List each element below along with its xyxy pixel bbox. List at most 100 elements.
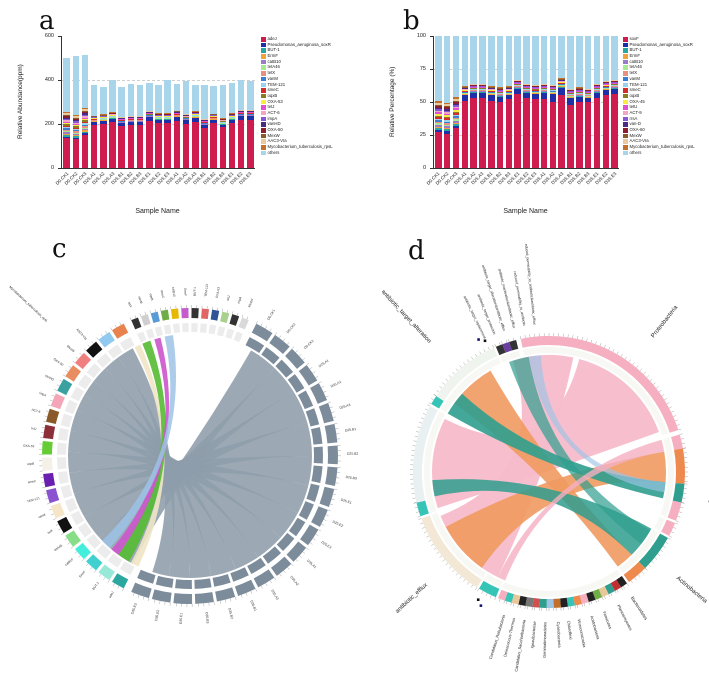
chord-sector-inner xyxy=(618,556,638,574)
tick-mark xyxy=(61,532,64,535)
chord-sector-inner xyxy=(275,359,294,378)
bar-segment-BUT-1 xyxy=(461,94,469,96)
chord-sector-inner xyxy=(595,578,604,588)
bar-segment-adeJ xyxy=(109,121,116,168)
bar-segment-Pseudomonas_aeruginosa_soxR xyxy=(443,131,451,134)
chord-sector xyxy=(65,530,81,547)
tick-mark xyxy=(321,523,325,526)
circos-label: D25.B3 xyxy=(345,475,357,481)
chord-sector-inner xyxy=(298,501,314,520)
legend-label: Mycobacterium_tuberculosis_rpsL xyxy=(629,144,695,150)
tick-mark xyxy=(442,559,445,562)
bar-segment-tetA46 xyxy=(72,132,80,134)
legend-label: Pseudomonas_aeruginosa_soxR xyxy=(629,41,693,47)
tick-mark xyxy=(431,543,434,546)
chord-sector-inner xyxy=(427,498,437,513)
chord-sector xyxy=(604,583,615,595)
tick-mark xyxy=(306,362,310,366)
bar-segment-ACT-9 xyxy=(532,87,539,89)
bar-D25.A3 xyxy=(109,80,116,168)
circos-label: Ignavibacteriae xyxy=(530,620,537,648)
tick-mark xyxy=(452,371,455,375)
y-tick-label: 400 xyxy=(44,77,54,83)
bar-D25.A2 xyxy=(470,36,477,168)
bar-D0.CK2 xyxy=(443,36,451,168)
bar-segment-ErmF xyxy=(479,91,486,93)
legend-swatch xyxy=(261,116,266,122)
bar-segment-tetU xyxy=(505,89,513,91)
circos-label: TEM-121 xyxy=(27,496,41,504)
chord-sector xyxy=(638,533,668,569)
chord-sector xyxy=(598,586,609,598)
bar-segment-oqxB xyxy=(479,88,486,89)
tick-mark xyxy=(144,311,146,315)
tick-mark xyxy=(524,605,526,609)
panel-label-d: d xyxy=(408,236,425,266)
tick-mark xyxy=(137,594,140,598)
legend-swatch xyxy=(261,93,266,99)
chord-sector xyxy=(553,598,561,608)
tick-mark xyxy=(105,331,107,334)
chord-sector-inner xyxy=(175,579,192,589)
legend-swatch xyxy=(261,65,266,70)
bar-segment-Pseudomonas_aeruginosa_soxR xyxy=(109,118,116,122)
legend-swatch xyxy=(623,133,628,139)
tick-mark xyxy=(588,602,590,605)
chord-sector-inner xyxy=(666,450,674,483)
bar-segment-ACT-6 xyxy=(72,122,80,124)
tick-mark xyxy=(332,493,336,495)
bar-segment-AAC3-VIa xyxy=(593,84,601,85)
bar-segment-others xyxy=(81,54,89,108)
legend-item: tetX xyxy=(623,71,695,76)
chord-sector-inner xyxy=(606,572,616,582)
bar-segment-BUT-1 xyxy=(505,94,513,96)
bar-segment-van-D xyxy=(470,85,477,87)
legend-label: TEM-121 xyxy=(629,81,648,87)
bar-D35.B2 xyxy=(210,85,217,168)
chord-sector-inner xyxy=(664,482,674,501)
bar-segment-others xyxy=(523,36,530,84)
chord-sector-inner xyxy=(60,413,73,428)
bar-segment-AAC3-VIa xyxy=(602,81,610,82)
tick-mark xyxy=(632,362,635,365)
bar-segment-van-D xyxy=(479,85,486,87)
bar-D25.B3 xyxy=(136,84,144,168)
bar-segment-others xyxy=(567,36,574,89)
chord-sector xyxy=(586,591,596,603)
bar-segment-ErmF xyxy=(452,122,460,125)
legend-label: AAC3-VIa xyxy=(629,138,649,144)
bar-segment-tetU xyxy=(532,88,539,89)
circos-label: BUT-1 xyxy=(193,287,197,296)
bar-D35.A3 xyxy=(192,84,199,168)
chord-sector-inner xyxy=(107,344,123,359)
bar-segment-Mycobacterium_tuberculosis_rpsL xyxy=(63,112,70,114)
tick-mark xyxy=(312,538,316,541)
tick-mark xyxy=(433,547,437,550)
tick-mark xyxy=(597,598,599,602)
bar-segment-others xyxy=(201,85,208,119)
chord-sector xyxy=(229,314,240,326)
bar-segment-soxF xyxy=(435,132,442,168)
chord-ribbon xyxy=(68,430,298,538)
tick-mark xyxy=(309,367,313,370)
bar-segment-Mycobacterium_tuberculosis_rpsL xyxy=(443,102,451,105)
bar-segment-TEM-121 xyxy=(584,94,592,95)
bar-segment-OXA-60 xyxy=(576,89,583,90)
legend-label: smeC xyxy=(629,87,641,93)
bar-segment-OXA-45 xyxy=(435,113,442,116)
bar-segment-oqxB xyxy=(576,92,583,93)
bar-segment-Mycobacterium_tuberculosis_rpsL xyxy=(558,78,565,79)
bar-segment-tetA46 xyxy=(435,123,442,126)
chord-sector xyxy=(43,424,56,440)
tick-mark xyxy=(117,585,120,589)
bar-segment-OXA-60 xyxy=(496,89,504,90)
bar-segment-BUT-1 xyxy=(584,97,592,99)
bar-segment-soxF xyxy=(452,128,460,168)
tick-mark xyxy=(44,415,48,417)
legend-item: tetX xyxy=(261,71,333,76)
bar-segment-van-D xyxy=(523,85,530,87)
legend-item: catB10 xyxy=(623,59,695,65)
chord-sector-inner xyxy=(86,363,102,378)
bar-segment-tetJ xyxy=(81,117,89,120)
y-tick-mark xyxy=(58,80,61,81)
